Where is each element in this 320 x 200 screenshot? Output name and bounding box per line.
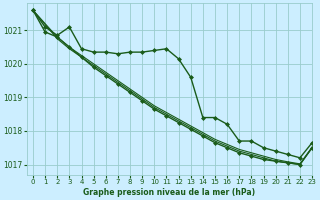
X-axis label: Graphe pression niveau de la mer (hPa): Graphe pression niveau de la mer (hPa)	[84, 188, 256, 197]
